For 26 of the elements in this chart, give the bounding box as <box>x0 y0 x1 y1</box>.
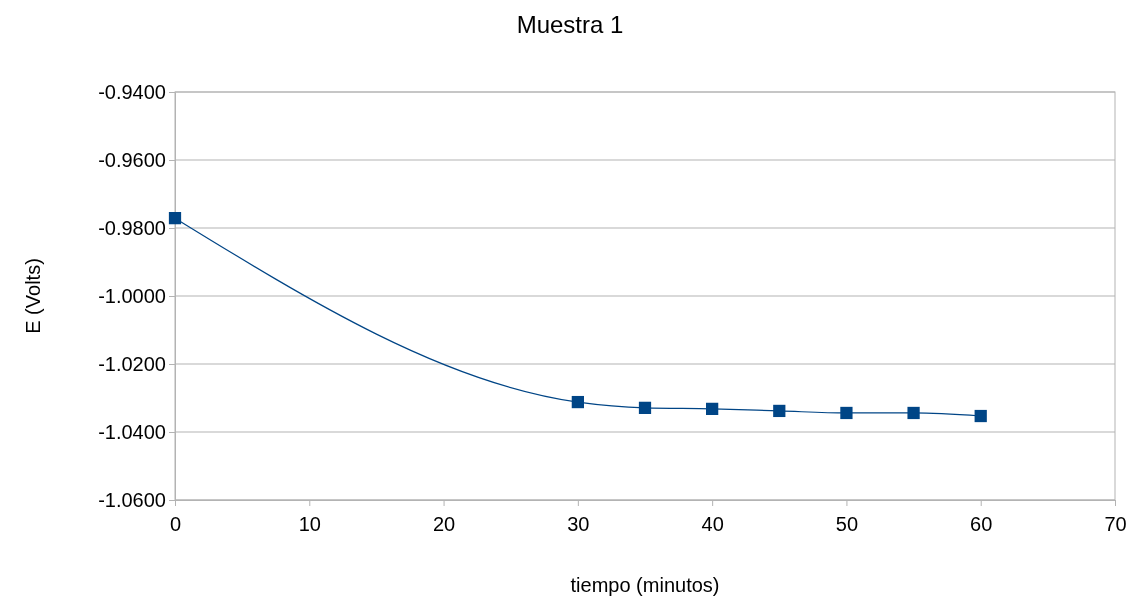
x-tick-label: 50 <box>835 513 859 535</box>
point <box>773 404 786 418</box>
point <box>571 395 584 409</box>
chart-title: Muestra 1 <box>516 11 624 38</box>
point <box>907 406 920 420</box>
point <box>840 406 853 420</box>
y-axis-title: E (Volts) <box>22 258 44 334</box>
x-tick-label: 70 <box>1104 513 1127 535</box>
y-tick-label: -1.0600 <box>98 488 166 511</box>
y-tick-label: -1.0200 <box>98 352 166 375</box>
x-tick-label: 30 <box>567 513 590 535</box>
x-tick-label: 20 <box>432 513 456 535</box>
x-tick-label: 60 <box>970 513 993 535</box>
y-tick-label: -0.9400 <box>98 80 166 103</box>
x-tick-label: 40 <box>701 513 724 535</box>
point <box>974 409 987 423</box>
y-tick-label: -0.9600 <box>98 148 166 171</box>
point <box>638 401 652 414</box>
point <box>706 402 719 415</box>
y-tick-label: -1.0000 <box>98 284 166 307</box>
x-tick-label: 10 <box>298 513 321 535</box>
point <box>168 212 182 225</box>
y-tick-label: -1.0400 <box>98 420 166 443</box>
x-axis-title: tiempo (minutos) <box>570 574 720 596</box>
y-tick-label: -0.9800 <box>98 216 166 239</box>
x-tick-label: 0 <box>169 513 182 535</box>
